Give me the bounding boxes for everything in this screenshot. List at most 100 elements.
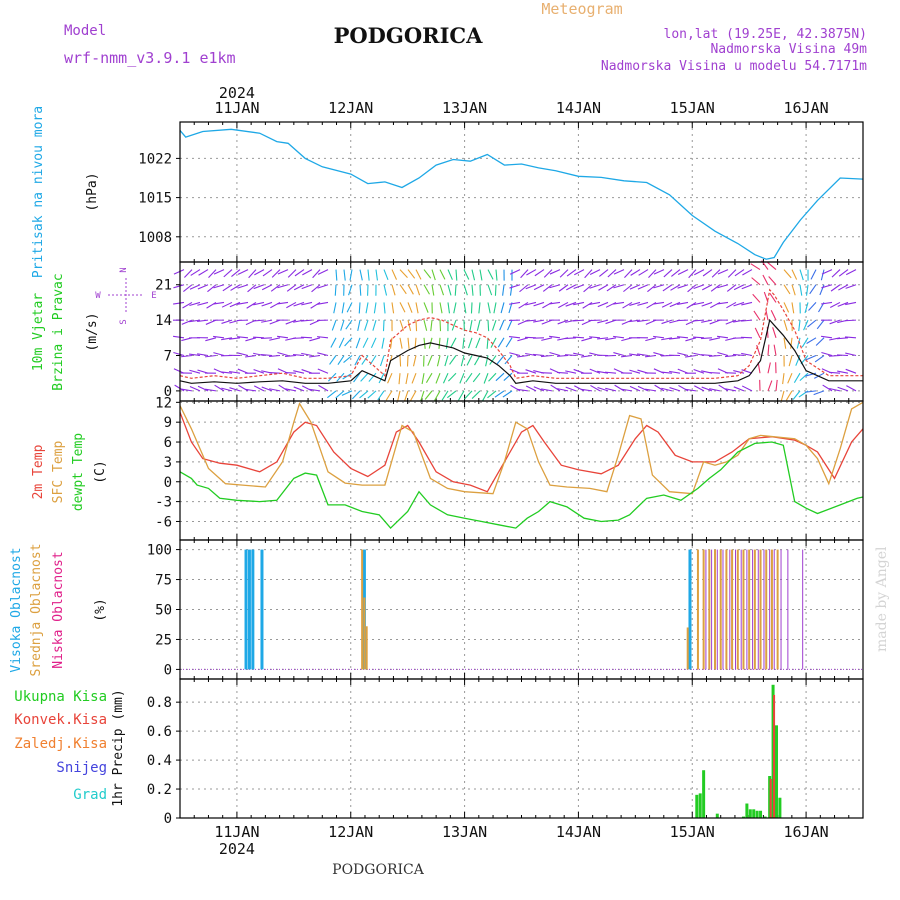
wind-barb (525, 369, 537, 374)
x-date-label-top: 14JAN (556, 99, 601, 117)
wind-barb (765, 309, 769, 321)
wind-barb (525, 385, 537, 392)
wind-barb (808, 302, 817, 311)
wind-barb (533, 319, 545, 323)
wind-barb (700, 337, 713, 340)
wind-barb (292, 337, 305, 339)
cloud-bar (753, 549, 756, 670)
wind-barb (845, 284, 857, 289)
wind-barb (688, 269, 697, 279)
wind-barb (423, 337, 426, 349)
wind-barb (449, 355, 457, 365)
wind-barb (653, 301, 665, 305)
wind-barb (450, 337, 457, 348)
wind-barb (572, 319, 585, 322)
wind-barb (814, 372, 825, 379)
wind-barb (509, 269, 521, 275)
wind-barb (519, 284, 529, 293)
wind-barb (653, 335, 665, 339)
wind-barb (213, 284, 225, 289)
cloud-ylabel-2: Srednja Oblacnost (29, 543, 44, 676)
wind-barb (253, 284, 265, 290)
wind-barb (829, 301, 841, 308)
wind-barb (341, 302, 345, 314)
wind-barb (353, 372, 361, 383)
wind-barb (676, 336, 689, 339)
wind-barb (718, 384, 729, 392)
precip-bar (748, 809, 752, 818)
wind-barb (540, 354, 553, 358)
wind-barb (589, 368, 601, 374)
wind-barb (301, 284, 313, 290)
wind-barb (821, 269, 833, 275)
temp-ylabel-3: dewpt Temp (71, 433, 86, 511)
wind-barb (471, 269, 476, 281)
wind-barb (645, 354, 657, 358)
wind-barb (488, 372, 497, 382)
precip-bar (715, 813, 719, 818)
wind-barb (277, 269, 289, 275)
wind-barb (581, 337, 593, 342)
wind-barb (605, 301, 617, 308)
wind-barb (271, 269, 281, 278)
cloud-bar (731, 549, 734, 670)
wind-barb (742, 269, 753, 276)
wind-barb (821, 301, 833, 305)
wind-barb (534, 269, 545, 277)
wind-barb (310, 301, 321, 309)
wind-barb (645, 337, 657, 342)
cloud-bar (769, 549, 771, 670)
wind-barb (229, 337, 241, 340)
wind-barb (500, 302, 505, 314)
wind-barb (470, 302, 473, 314)
cloud-bar (729, 549, 731, 670)
wind-barb (385, 390, 393, 401)
wind-barb (277, 351, 289, 357)
wind-barb (572, 336, 585, 339)
wind-barb (439, 302, 443, 314)
wind-barb (783, 337, 787, 349)
wind-barb (509, 368, 521, 374)
wind-barb (677, 284, 689, 289)
cloud-bar (722, 549, 724, 670)
wind-barb (431, 284, 435, 296)
wind-barb (583, 284, 593, 293)
wind-barb (471, 284, 474, 296)
cloud-bar (686, 627, 689, 670)
cloud-bar (716, 549, 718, 670)
wind-barb (447, 269, 453, 280)
cloud-bar (740, 549, 742, 670)
wind-barb (253, 385, 265, 392)
wind-barb (717, 335, 729, 339)
wind-barb (441, 390, 449, 401)
wind-barb (582, 301, 593, 309)
wind-barb (345, 319, 353, 330)
wind-barb (357, 320, 361, 332)
wind-barb (556, 371, 569, 374)
wind-ylabel-2: Brzina i Pravac (51, 273, 66, 390)
wind-barb (820, 269, 825, 281)
wind-barb (708, 354, 721, 357)
wind-barb (754, 327, 761, 339)
wind-barb (581, 354, 593, 358)
wind-barb (237, 336, 249, 339)
wind-barb (399, 319, 405, 331)
wind-barb (214, 384, 225, 392)
wind-barb (581, 388, 593, 392)
wind-barb (184, 269, 193, 278)
cloud-bar (742, 549, 745, 670)
wind-ylabel-1: 10m Vjetar (31, 293, 46, 371)
wind-barb (230, 284, 241, 291)
wind-barb (661, 301, 673, 308)
wind-barb (686, 301, 697, 309)
wind-barb (613, 301, 625, 305)
wind-barb (346, 302, 353, 313)
wind-barb (415, 302, 419, 314)
wind-barb (597, 319, 609, 324)
wind-barb (804, 302, 809, 314)
wind-barb (556, 354, 569, 357)
wind-barb (733, 386, 745, 392)
wind-barb (573, 301, 585, 306)
wind-barb (740, 319, 753, 322)
y-tick-label: 9 (164, 415, 172, 431)
